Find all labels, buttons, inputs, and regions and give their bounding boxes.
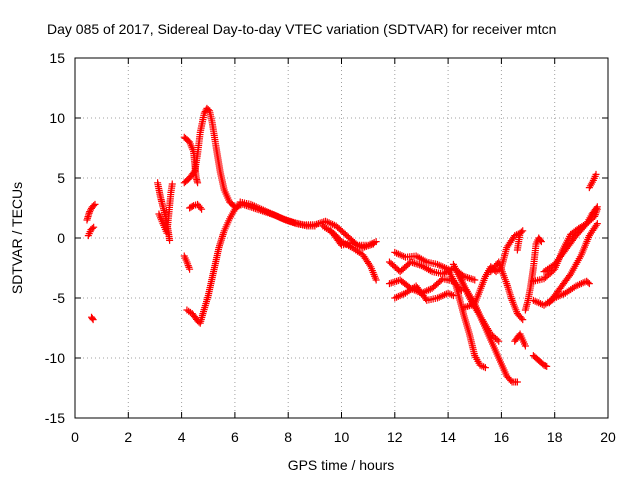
data-point xyxy=(372,276,380,284)
series-trace-j xyxy=(186,200,206,213)
data-point xyxy=(593,220,601,228)
series-trace-ac xyxy=(540,203,601,276)
x-tick-label: 0 xyxy=(71,429,79,445)
x-tick-label: 8 xyxy=(284,429,292,445)
data-point xyxy=(593,203,601,211)
data-point xyxy=(585,280,593,288)
data-point xyxy=(194,179,202,187)
x-tick-label: 12 xyxy=(387,429,403,445)
data-point xyxy=(448,291,456,299)
series-trace-i xyxy=(183,200,244,327)
series-trace-h xyxy=(180,252,194,273)
series-trace-z xyxy=(529,352,551,370)
x-tick-label: 2 xyxy=(124,429,132,445)
series-trace-l xyxy=(319,222,380,284)
data-point xyxy=(537,238,545,246)
data-point xyxy=(91,200,99,208)
data-point xyxy=(369,240,377,248)
data-point xyxy=(513,378,521,386)
series-trace-x xyxy=(511,330,529,350)
data-point xyxy=(198,205,206,213)
data-point xyxy=(507,377,515,384)
tick-layer: 0 2 4 6 8 10 12 14 16 18 20 -15 -10 -5 0 5 10 15 xyxy=(45,50,616,445)
data-point xyxy=(168,180,176,188)
y-tick-label: 0 xyxy=(57,230,65,246)
data-point xyxy=(235,202,243,210)
data-point xyxy=(495,337,503,345)
series-trace-y xyxy=(521,234,545,314)
data-point xyxy=(517,228,525,236)
data-points xyxy=(83,104,601,386)
data-point xyxy=(519,316,527,324)
series-trace-m xyxy=(327,227,377,252)
data-point xyxy=(446,290,454,298)
y-tick-label: 5 xyxy=(57,170,65,186)
x-tick-label: 18 xyxy=(547,429,563,445)
series-trace-v xyxy=(487,258,527,324)
y-axis-label: SDTVAR / TECUs xyxy=(9,182,25,294)
series-trace-k xyxy=(236,198,380,249)
data-point xyxy=(90,202,98,210)
series-trace-ae xyxy=(585,170,600,192)
data-point xyxy=(519,227,527,235)
data-point xyxy=(90,223,98,231)
y-tick-label: -15 xyxy=(45,410,65,426)
x-tick-label: 6 xyxy=(231,429,239,445)
x-tick-label: 4 xyxy=(178,429,186,445)
series-trace-a xyxy=(83,200,99,224)
data-point xyxy=(89,316,97,324)
data-point xyxy=(422,295,430,303)
data-point xyxy=(88,224,96,232)
data-point xyxy=(536,236,544,244)
data-point xyxy=(457,287,465,295)
x-tick-label: 20 xyxy=(600,429,616,445)
data-point xyxy=(517,314,525,322)
data-point xyxy=(481,364,489,372)
data-point xyxy=(592,221,600,229)
series-trace-c xyxy=(88,313,97,324)
series-trace-ad xyxy=(545,220,601,307)
data-point xyxy=(166,236,174,244)
data-point xyxy=(480,363,488,371)
data-point xyxy=(592,170,600,178)
data-point xyxy=(190,168,198,176)
data-point xyxy=(543,362,551,370)
data-point xyxy=(584,278,592,286)
x-axis-label: GPS time / hours xyxy=(288,457,395,473)
series-trace-e xyxy=(155,180,176,237)
x-tick-label: 14 xyxy=(440,429,456,445)
x-tick-label: 10 xyxy=(334,429,350,445)
series-trace-p xyxy=(391,248,452,273)
series-trace-w xyxy=(513,227,527,254)
data-point xyxy=(566,272,574,280)
chart-title: Day 085 of 2017, Sidereal Day-to-day VTE… xyxy=(47,21,556,37)
y-tick-label: -10 xyxy=(45,350,65,366)
y-tick-label: 10 xyxy=(49,110,65,126)
series-trace-q xyxy=(391,282,457,304)
data-point xyxy=(336,240,344,248)
data-point xyxy=(186,265,194,273)
grid-layer xyxy=(75,58,608,418)
series-trace-b xyxy=(84,223,98,240)
data-point xyxy=(88,314,96,322)
data-point xyxy=(196,204,204,212)
y-tick-label: -5 xyxy=(53,290,66,306)
y-tick-label: 15 xyxy=(49,50,65,66)
data-point xyxy=(471,276,479,284)
data-point xyxy=(592,204,600,212)
data-point xyxy=(188,202,196,210)
x-tick-label: 16 xyxy=(494,429,510,445)
data-point xyxy=(366,261,374,269)
data-point xyxy=(493,336,501,344)
data-point xyxy=(521,342,529,350)
